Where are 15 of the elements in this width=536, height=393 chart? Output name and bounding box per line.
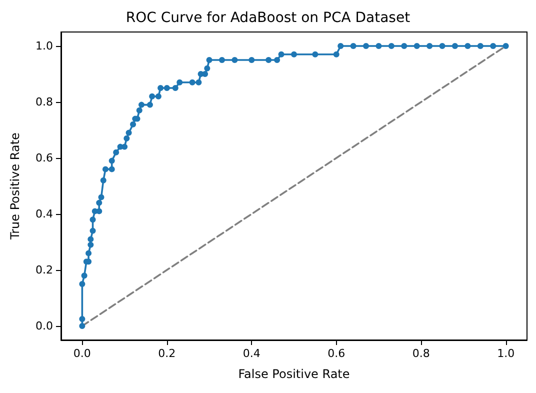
x-tick-label: 0.8	[412, 347, 430, 360]
y-tick-label: 0.6	[36, 152, 53, 164]
y-tick-label: 1.0	[36, 40, 53, 52]
x-axis-title: False Positive Rate	[238, 367, 350, 381]
y-axis-title: True Positive Rate	[8, 132, 22, 240]
x-tick-label: 0.6	[328, 347, 346, 360]
y-tick-label: 0.4	[36, 208, 53, 220]
y-tick-label: 0.0	[36, 320, 53, 332]
x-tick-label: 0.0	[73, 347, 91, 360]
x-tick-label: 0.2	[158, 347, 176, 360]
chart-title: ROC Curve for AdaBoost on PCA Dataset	[126, 10, 411, 26]
y-tick-label: 0.2	[36, 264, 53, 276]
x-tick-label: 1.0	[497, 347, 515, 360]
x-tick-label: 0.4	[242, 347, 260, 360]
y-tick-label: 0.8	[36, 96, 53, 108]
